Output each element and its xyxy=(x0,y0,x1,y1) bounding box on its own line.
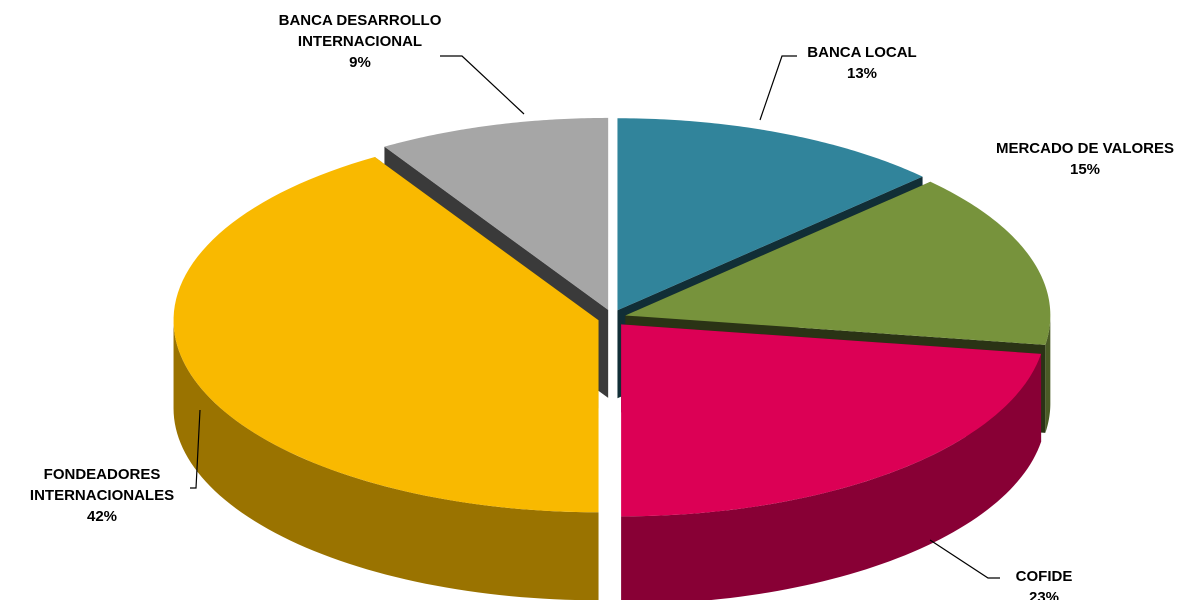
slice xyxy=(625,181,1051,345)
slice xyxy=(384,117,609,310)
category-label: MERCADO DE VALORES xyxy=(995,140,1175,157)
data-label: FONDEADORES INTERNACIONALES 42% xyxy=(2,464,202,527)
leader-line xyxy=(929,539,1000,579)
value-label: 13% xyxy=(846,65,878,82)
category-label: COFIDE xyxy=(1015,568,1073,585)
slice-side xyxy=(173,320,599,600)
value-label: 42% xyxy=(86,508,118,525)
category-label: FONDEADORES INTERNACIONALES xyxy=(29,466,175,504)
leader-line xyxy=(190,409,201,489)
value-label: 23% xyxy=(1028,589,1060,600)
data-label: MERCADO DE VALORES 15% xyxy=(965,138,1201,180)
data-label: BANCA LOCAL 13% xyxy=(762,42,962,84)
slice-side xyxy=(1045,315,1051,433)
slice xyxy=(173,157,599,513)
category-label: BANCA DESARROLLO INTERNACIONAL xyxy=(278,12,442,50)
slice-side xyxy=(621,353,1042,600)
data-label: COFIDE 23% xyxy=(984,566,1104,600)
value-label: 15% xyxy=(1069,161,1101,178)
slice xyxy=(621,324,1042,517)
tops xyxy=(173,117,1051,517)
leader-line xyxy=(440,55,525,115)
slice xyxy=(617,118,923,311)
category-label: BANCA LOCAL xyxy=(807,44,917,61)
leader-line xyxy=(759,55,797,121)
value-label: 9% xyxy=(349,54,371,71)
data-label: BANCA DESARROLLO INTERNACIONAL 9% xyxy=(245,10,475,73)
leader-lines xyxy=(190,55,1000,579)
